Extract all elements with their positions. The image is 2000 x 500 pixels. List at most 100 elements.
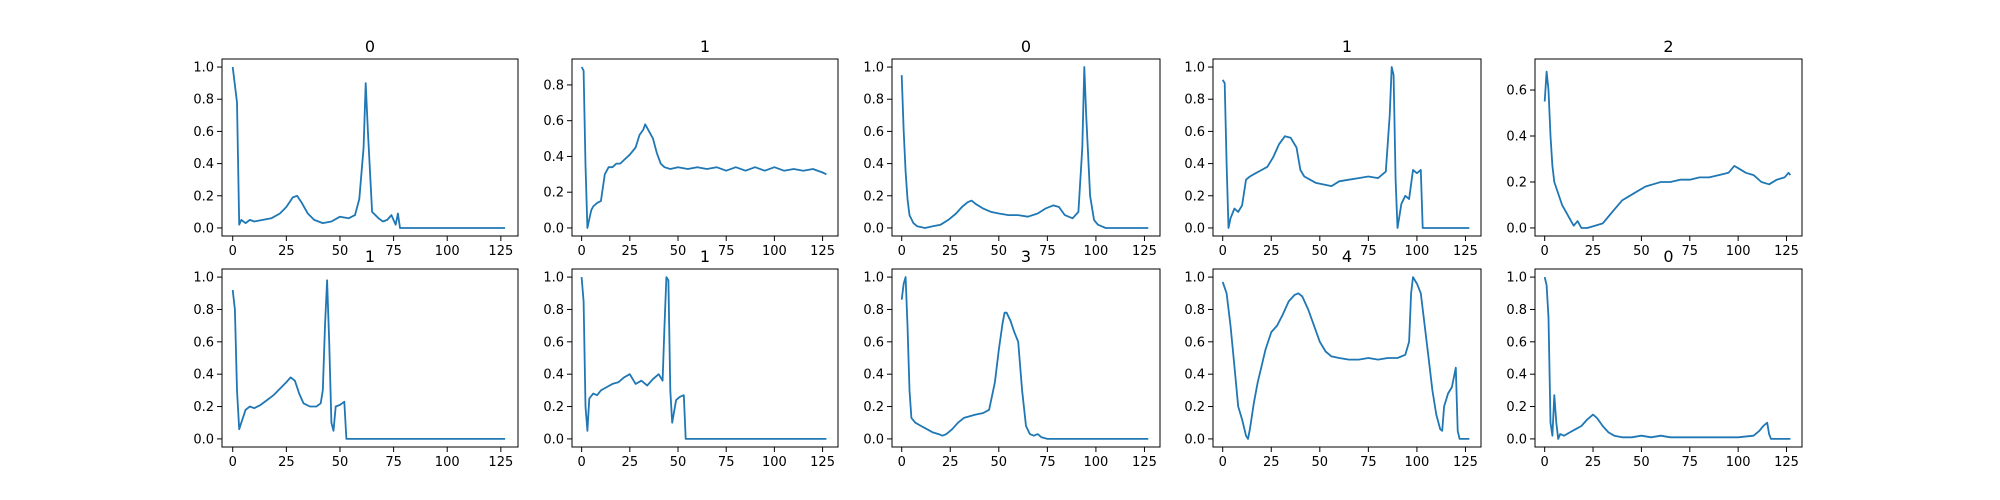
- x-tick-label: 50: [991, 244, 1008, 259]
- y-tick-label: 0.2: [1184, 400, 1205, 415]
- y-tick-label: 0.4: [1184, 368, 1205, 383]
- y-tick-label: 0.0: [1184, 432, 1205, 447]
- series-line: [231, 66, 506, 229]
- x-tick-label: 0: [898, 244, 906, 259]
- axes-frame: [891, 58, 1161, 237]
- subplot-title: 1: [700, 247, 710, 266]
- x-tick-label: 0: [577, 455, 585, 470]
- y-tick-label: 0.0: [863, 221, 884, 236]
- x-tick-label: 75: [1039, 244, 1056, 259]
- y-tick-label: 0.6: [543, 335, 564, 350]
- series-line: [231, 279, 506, 440]
- x-tick-label: 0: [577, 244, 585, 259]
- x-tick-label: 125: [488, 455, 513, 470]
- x-tick-label: 25: [1263, 455, 1280, 470]
- x-tick-label: 50: [991, 455, 1008, 470]
- x-tick-label: 75: [1360, 455, 1377, 470]
- x-tick-label: 125: [1453, 244, 1478, 259]
- subplot-title: 3: [1021, 247, 1031, 266]
- y-tick-label: 0.0: [193, 432, 214, 447]
- subplot-5: 0 25 50 75 100 125 0.0 0.2 0.4 0.6 0.8 1.0 1: [193, 247, 519, 470]
- x-tick-label: 50: [1312, 455, 1329, 470]
- x-tick-label: 25: [1585, 455, 1602, 470]
- y-tick-label: 0.6: [1184, 125, 1205, 140]
- y-tick-label: 0.4: [193, 368, 214, 383]
- subplot-title: 2: [1663, 37, 1673, 56]
- y-tick-label: 0.0: [1506, 432, 1527, 447]
- y-tick-label: 0.4: [193, 157, 214, 172]
- y-tick-label: 0.4: [863, 368, 884, 383]
- axes-frame: [1212, 268, 1482, 448]
- subplot-0: 0 25 50 75 100 125 0.0 0.2 0.4 0.6 0.8 1.0 0: [193, 37, 519, 259]
- y-tick-label: 0.8: [863, 303, 884, 318]
- x-tick-label: 125: [1132, 244, 1157, 259]
- x-tick-label: 75: [1682, 244, 1699, 259]
- series-line: [900, 66, 1149, 229]
- series-line: [580, 66, 827, 229]
- x-tick-label: 75: [718, 455, 735, 470]
- series-line: [1543, 70, 1792, 229]
- series-line: [1221, 66, 1470, 229]
- x-tick-label: 100: [1404, 244, 1429, 259]
- x-tick-label: 50: [1633, 455, 1650, 470]
- x-tick-label: 100: [1404, 455, 1429, 470]
- axes-frame: [571, 58, 839, 237]
- y-tick-label: 0.4: [1506, 368, 1527, 383]
- y-tick-label: 0.8: [863, 93, 884, 108]
- subplot-title: 1: [1342, 37, 1352, 56]
- subplot-9: 0 25 50 75 100 125 0.0 0.2 0.4 0.6 0.8 1.0 0: [1506, 247, 1803, 470]
- y-tick-label: 0.0: [1184, 221, 1205, 236]
- x-tick-label: 75: [1682, 455, 1699, 470]
- x-tick-label: 25: [1263, 244, 1280, 259]
- y-tick-label: 0.6: [863, 335, 884, 350]
- x-tick-label: 125: [810, 455, 835, 470]
- x-tick-label: 25: [1585, 244, 1602, 259]
- y-tick-label: 0.2: [1506, 400, 1527, 415]
- subplot-1: 0 25 50 75 100 125 0.0 0.2 0.4 0.6 0.8 1: [543, 37, 839, 259]
- x-tick-label: 75: [1360, 244, 1377, 259]
- x-tick-label: 125: [1774, 455, 1799, 470]
- x-tick-label: 75: [385, 455, 402, 470]
- y-tick-label: 0.8: [193, 303, 214, 318]
- axes-frame: [1534, 268, 1803, 448]
- x-tick-label: 0: [1541, 455, 1549, 470]
- y-tick-label: 0.4: [543, 368, 564, 383]
- x-tick-label: 100: [762, 244, 787, 259]
- y-tick-label: 0.2: [1506, 175, 1527, 190]
- y-tick-label: 0.6: [193, 335, 214, 350]
- y-tick-label: 0.6: [543, 114, 564, 129]
- y-tick-label: 0.2: [193, 189, 214, 204]
- y-tick-label: 1.0: [1506, 271, 1527, 286]
- y-tick-label: 1.0: [863, 271, 884, 286]
- x-tick-label: 100: [1083, 244, 1108, 259]
- y-tick-label: 0.2: [543, 400, 564, 415]
- x-tick-label: 100: [1726, 455, 1751, 470]
- x-tick-label: 125: [488, 244, 513, 259]
- x-tick-label: 0: [898, 455, 906, 470]
- subplot-3: 0 25 50 75 100 125 0.0 0.2 0.4 0.6 0.8 1.0 1: [1184, 37, 1482, 259]
- x-tick-label: 50: [1633, 244, 1650, 259]
- x-tick-label: 50: [332, 244, 349, 259]
- subplot-2: 0 25 50 75 100 125 0.0 0.2 0.4 0.6 0.8 1.0 0: [863, 37, 1161, 259]
- y-tick-label: 1.0: [1184, 271, 1205, 286]
- subplot-title: 0: [1021, 37, 1031, 56]
- y-tick-label: 0.8: [1184, 303, 1205, 318]
- y-tick-label: 0.6: [193, 125, 214, 140]
- subplot-title: 0: [1663, 247, 1673, 266]
- y-tick-label: 0.6: [863, 125, 884, 140]
- x-tick-label: 50: [670, 455, 687, 470]
- series-line: [1543, 276, 1791, 440]
- x-tick-label: 75: [385, 244, 402, 259]
- x-tick-label: 0: [229, 244, 237, 259]
- y-tick-label: 0.2: [863, 189, 884, 204]
- y-tick-label: 0.8: [1184, 93, 1205, 108]
- x-tick-label: 100: [1083, 455, 1108, 470]
- x-tick-label: 75: [718, 244, 735, 259]
- x-tick-label: 50: [670, 244, 687, 259]
- series-line: [580, 276, 827, 440]
- subplot-title: 1: [700, 37, 710, 56]
- x-tick-label: 25: [622, 455, 639, 470]
- subplot-6: 0 25 50 75 100 125 0.0 0.2 0.4 0.6 0.8 1.0 1: [543, 247, 839, 470]
